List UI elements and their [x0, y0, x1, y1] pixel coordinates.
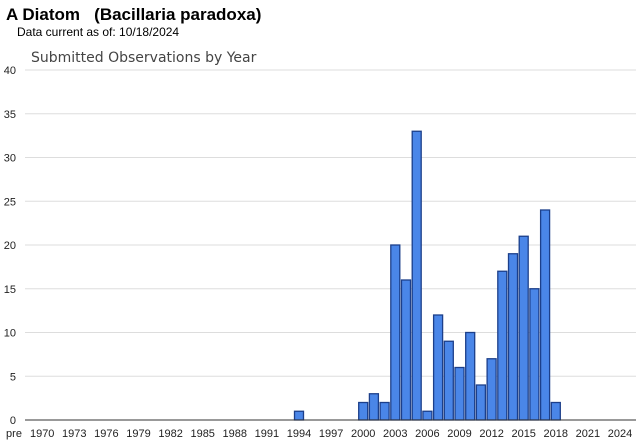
x-tick-label: 2018: [544, 428, 568, 440]
x-tick-label: pre: [6, 428, 22, 440]
bar-2015[interactable]: [518, 235, 529, 421]
bar-2000[interactable]: [358, 401, 369, 421]
bar-2012[interactable]: [486, 358, 497, 421]
x-tick-label: 1973: [62, 428, 86, 440]
bar-2017[interactable]: [539, 209, 551, 421]
x-tick-label: 2012: [479, 428, 503, 440]
bar-2009[interactable]: [454, 366, 465, 421]
bar-2005[interactable]: [411, 130, 422, 421]
y-tick-label: 20: [4, 240, 16, 252]
y-tick-label: 40: [4, 65, 16, 77]
x-tick-label: 1976: [94, 428, 118, 440]
bar-2008[interactable]: [443, 340, 454, 421]
bar-2003[interactable]: [390, 244, 401, 421]
x-tick-label: 2006: [415, 428, 439, 440]
data-date-label: Data current as of: 10/18/2024: [17, 25, 180, 39]
x-tick-label: 1979: [126, 428, 150, 440]
x-tick-label: 1994: [287, 428, 311, 440]
bar-2006[interactable]: [422, 410, 433, 421]
bar-2016[interactable]: [529, 288, 540, 421]
y-tick-label: 15: [4, 284, 16, 296]
y-tick-label: 10: [4, 328, 16, 340]
y-tick-label: 25: [4, 196, 16, 208]
x-tick-label: 2021: [576, 428, 600, 440]
bar-2011[interactable]: [475, 384, 487, 421]
y-tick-label: 0: [10, 415, 16, 427]
x-tick-label: 1991: [255, 428, 279, 440]
bar-2018[interactable]: [550, 401, 561, 421]
x-tick-label: 1997: [319, 428, 343, 440]
y-tick-label: 30: [4, 153, 16, 165]
chart-title: Submitted Observations by Year: [31, 50, 257, 66]
bar-2013[interactable]: [497, 270, 508, 421]
bar-1994[interactable]: [293, 410, 305, 421]
bar-2002[interactable]: [379, 401, 390, 421]
x-tick-label: 1982: [158, 428, 182, 440]
x-tick-label: 1970: [30, 428, 54, 440]
x-tick-label: 2009: [447, 428, 471, 440]
x-tick-label: 2024: [608, 428, 632, 440]
y-tick-label: 35: [4, 109, 16, 121]
bar-2001[interactable]: [368, 393, 380, 421]
bar-2004[interactable]: [400, 279, 412, 421]
y-tick-label: 5: [10, 371, 16, 383]
x-tick-label: 2003: [383, 428, 407, 440]
x-tick-label: 2015: [511, 428, 535, 440]
x-tick-label: 2000: [351, 428, 375, 440]
bar-2014[interactable]: [507, 253, 519, 421]
bar-2007[interactable]: [432, 314, 444, 421]
x-tick-label: 1988: [223, 428, 247, 440]
page-title: A Diatom (Bacillaria paradoxa): [6, 5, 262, 24]
bar-2010[interactable]: [465, 331, 476, 421]
x-tick-label: 1985: [190, 428, 214, 440]
